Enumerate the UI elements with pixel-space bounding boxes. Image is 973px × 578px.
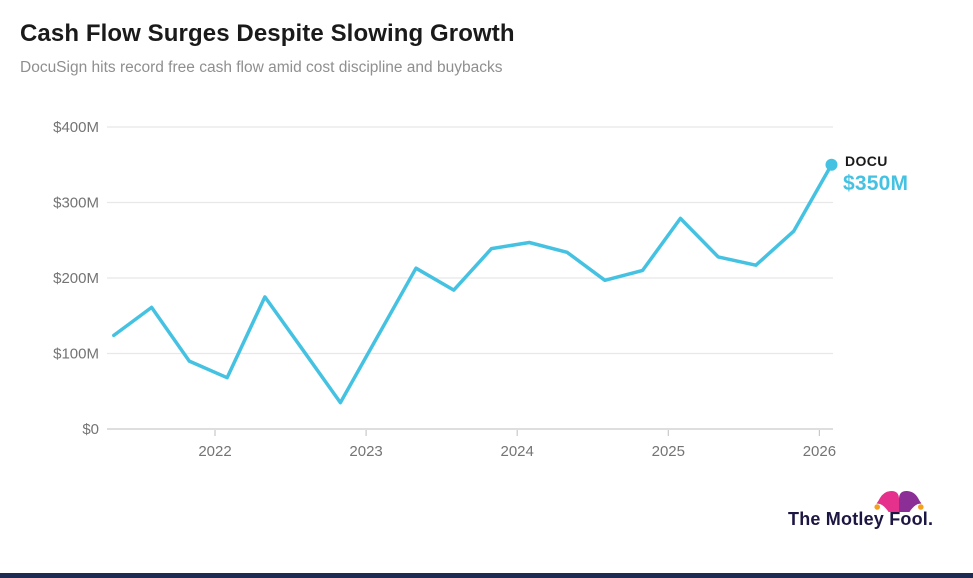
x-tick-label: 2022 [198,443,231,460]
x-tick-label: 2025 [652,443,685,460]
hat-left-lobe [876,491,899,512]
y-tick-label: $100M [53,346,99,363]
x-tick-label: 2024 [501,443,534,460]
y-tick-label: $400M [53,119,99,136]
series-ticker-label: DOCU [845,153,888,169]
x-tick-label: 2026 [803,443,836,460]
series-end-dot [825,158,838,171]
jester-hat-icon [874,491,924,512]
y-tick-label: $300M [53,195,99,212]
hat-ball-right [918,504,924,510]
series-value-label: $350M [843,172,909,195]
y-tick-label: $0 [82,421,99,438]
motley-fool-logo-text: The Motley Fool. [788,509,934,529]
fcf-series-line [112,163,834,405]
x-tick-label: 2023 [349,443,382,460]
hat-ball-left [874,504,880,510]
page-subtitle: DocuSign hits record free cash flow amid… [20,59,503,76]
free-cash-flow-chart: $0 $100M $200M $300M $400M 2022 2023 2024 2025 20… [53,119,838,460]
y-tick-label: $200M [53,270,99,287]
page-title: Cash Flow Surges Despite Slowing Growth [20,20,515,47]
hat-right-lobe [899,491,922,512]
footer-brand-bar [0,573,973,578]
